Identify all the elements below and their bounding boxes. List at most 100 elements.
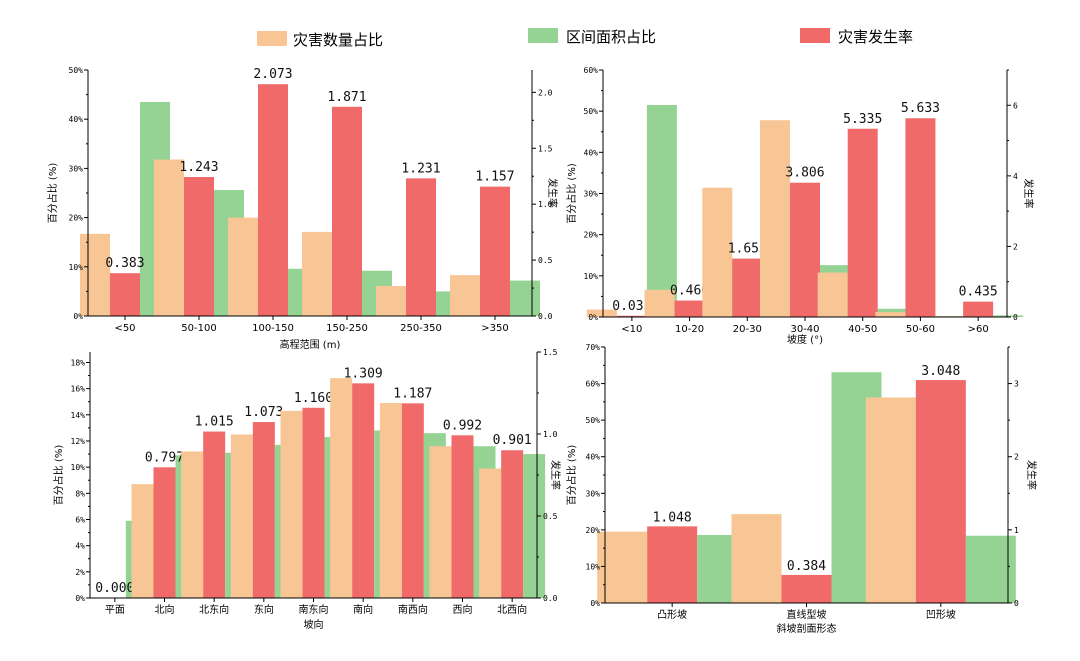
bar-count-share-7	[429, 446, 452, 598]
x-tick-label-4: 250-350	[400, 323, 442, 334]
y-tick-label-right-1: 2	[1013, 242, 1018, 251]
x-tick-label-5: >350	[481, 323, 508, 334]
data-label-rate-0: 0.035	[612, 299, 651, 314]
bar-count-share-4	[280, 410, 303, 598]
data-label-rate-6: 1.187	[393, 386, 432, 401]
bar-rate-3	[332, 106, 362, 317]
legend-swatch-area-share	[528, 28, 558, 43]
data-label-rate-5: 5.633	[901, 101, 940, 116]
bar-rate-6	[401, 403, 424, 598]
y-tick-label-right-1: 0.5	[543, 512, 558, 521]
bar-rate-7	[451, 435, 474, 598]
data-label-rate-0: 0.000	[95, 581, 134, 596]
bar-count-share-4	[376, 285, 406, 316]
bar-count-share-6	[379, 403, 402, 598]
y-tick-label-left-7: 14%	[71, 411, 86, 420]
chart-panel-elevation: 0.383 <50 1.243 50-100 2.073 100-150 1.871 150-…	[46, 66, 559, 351]
x-tick-label-4: 40-50	[848, 324, 877, 335]
data-label-rate-4: 1.160	[294, 391, 333, 406]
y-tick-label-left-5: 50%	[584, 107, 599, 116]
legend: 灾害数量占比 区间面积占比 灾害发生率	[257, 28, 913, 49]
y-tick-label-left-2: 20%	[69, 214, 84, 223]
y-tick-label-left-3: 30%	[586, 489, 601, 498]
bar-rate-4	[847, 128, 878, 317]
x-tick-label-1: 北向	[155, 603, 175, 616]
y-tick-label-left-5: 50%	[69, 66, 84, 75]
y-tick-label-left-6: 60%	[586, 380, 601, 389]
data-label-rate-1: 0.384	[787, 559, 826, 574]
bar-rate-3	[252, 422, 275, 598]
x-tick-label-8: 北西向	[497, 603, 527, 616]
bar-count-share-0	[586, 309, 617, 317]
data-label-rate-2: 2.073	[253, 67, 292, 82]
y-axis-title-left: 百分占比 (%)	[565, 163, 578, 224]
data-label-rate-0: 1.048	[653, 510, 692, 525]
data-label-rate-1: 0.797	[145, 450, 184, 465]
y-tick-label-left-6: 12%	[71, 437, 86, 446]
y-tick-label-right-3: 1.5	[538, 144, 553, 153]
y-tick-label-left-5: 50%	[586, 416, 601, 425]
bar-count-share-3	[302, 231, 332, 316]
y-tick-label-left-9: 18%	[71, 358, 86, 367]
x-axis-title: 坡向	[304, 618, 324, 631]
data-label-rate-3: 1.871	[327, 90, 366, 105]
bar-count-share-5	[330, 378, 353, 598]
bar-rate-2	[915, 380, 966, 603]
y-tick-label-left-3: 6%	[75, 515, 85, 524]
x-tick-label-3: 30-40	[790, 324, 819, 335]
bar-count-share-0	[80, 233, 110, 316]
x-tick-label-3: 东向	[254, 603, 274, 616]
bar-count-share-2	[228, 217, 258, 316]
y-tick-label-left-0: 0%	[73, 312, 83, 321]
bar-area-share-8	[523, 454, 546, 598]
y-tick-label-right-1: 0.5	[538, 256, 553, 265]
data-label-rate-5: 1.309	[344, 366, 383, 381]
x-tick-label-5: 50-60	[906, 324, 935, 335]
bar-count-share-8	[479, 468, 502, 598]
bar-rate-0	[110, 273, 140, 316]
y-tick-label-left-0: 0%	[590, 599, 600, 608]
bar-count-share-1	[644, 289, 675, 317]
data-label-rate-3: 3.806	[785, 166, 824, 181]
chart-panel-slope: 0.035 <10 0.466 10-20 1.655 20-30 3.806 30-40 5.…	[565, 66, 1035, 346]
bar-rate-0	[616, 315, 647, 317]
y-tick-label-left-8: 16%	[71, 385, 86, 394]
bar-rate-4	[406, 178, 436, 316]
data-label-rate-4: 1.231	[401, 161, 440, 176]
bar-rate-2	[258, 84, 288, 316]
y-tick-label-left-4: 8%	[75, 489, 85, 498]
y-tick-label-right-2: 1.0	[538, 200, 553, 209]
x-tick-label-7: 西向	[453, 603, 473, 616]
y-tick-label-left-1: 10%	[586, 562, 601, 571]
x-tick-label-2: 北东向	[199, 603, 229, 616]
x-axis-title: 高程范围 (m)	[280, 338, 341, 351]
data-label-rate-1: 1.243	[179, 160, 218, 175]
y-tick-label-right-0: 0	[1014, 599, 1019, 608]
x-tick-label-0: <50	[114, 323, 135, 334]
y-tick-label-right-2: 2	[1014, 453, 1019, 462]
y-tick-label-left-4: 40%	[586, 453, 601, 462]
bar-count-share-3	[760, 120, 790, 318]
bar-count-share-2	[702, 187, 733, 317]
y-tick-label-right-1: 1	[1014, 526, 1019, 535]
x-tick-label-0: <10	[621, 324, 642, 335]
data-label-rate-5: 1.157	[475, 170, 514, 185]
chart-panel-profile: 1.048 凸形坡 0.384 直线型坡 3.048 凹形坡 0% 10% 20% 30% 40% 5…	[565, 343, 1038, 635]
data-label-rate-3: 1.073	[244, 405, 283, 420]
bar-count-share-2	[181, 451, 204, 598]
bar-count-share-1	[154, 159, 184, 316]
data-label-rate-7: 0.992	[443, 418, 482, 433]
bar-rate-1	[184, 177, 214, 316]
data-label-rate-2: 3.048	[921, 364, 960, 379]
bar-rate-3	[790, 182, 820, 317]
y-axis-title-right: 发生率	[1025, 460, 1038, 490]
bar-rate-2	[203, 431, 226, 598]
y-tick-label-left-2: 20%	[584, 231, 599, 240]
y-tick-label-left-4: 40%	[69, 115, 84, 124]
bar-area-share-0	[646, 104, 677, 317]
y-tick-label-right-3: 6	[1013, 101, 1018, 110]
x-tick-label-5: 南向	[353, 603, 373, 616]
bar-area-share-5	[510, 280, 540, 316]
y-tick-label-left-3: 30%	[69, 164, 84, 173]
